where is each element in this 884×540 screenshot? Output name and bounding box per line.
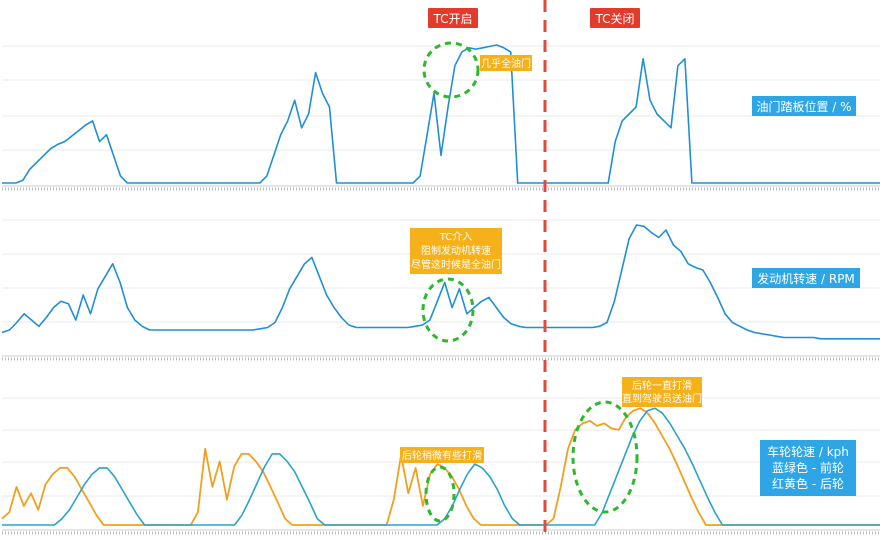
grid-layer <box>2 45 880 535</box>
tc-intervene-note-bg <box>410 228 502 274</box>
throttle-panel-title: 油门踏板位置 / % <box>756 99 851 114</box>
series-layer <box>1 44 880 526</box>
tc-intervene-line2: 阻制发动机转速 <box>421 244 491 257</box>
rear-continuous-slip-line2: 直到驾驶员送油门 <box>622 392 702 405</box>
full-throttle-note-bg <box>480 55 532 71</box>
continuous-slip-highlight-circle <box>571 400 639 514</box>
rear-slip-note: 后轮稍微有些打滑 <box>402 449 482 462</box>
front-wheel-series-line <box>2 407 880 526</box>
rear-slip-note-bg <box>400 447 484 463</box>
rpm-series-line <box>1 224 880 340</box>
rpm-panel-label-bg <box>752 268 860 288</box>
rear-continuous-slip-note-bg <box>622 377 702 407</box>
throttle-highlight-circle <box>422 41 480 99</box>
rear-slip-highlight-circle <box>424 465 456 523</box>
rpm-highlight-circle <box>421 277 475 343</box>
tc-on-label: TC开启 <box>432 12 472 26</box>
throttle-series-line <box>2 44 880 184</box>
tc-intervene-line1: TC介入 <box>439 231 473 243</box>
legend-rear-wheel: 红黄色 - 后轮 <box>772 476 844 491</box>
wheel-panel-label-bg <box>760 440 856 496</box>
full-throttle-note: 几乎全油门 <box>481 57 531 70</box>
wheel-panel-title: 车轮轮速 / kph <box>767 444 849 459</box>
tc-on-label-bg <box>428 8 478 28</box>
tc-intervene-line3: 尽管这时候是全油门 <box>411 258 501 271</box>
throttle-panel-label-bg <box>752 96 856 116</box>
tc-off-label: TC关闭 <box>594 12 634 26</box>
tc-off-label-bg <box>590 8 640 28</box>
rpm-panel-title: 发动机转速 / RPM <box>757 271 855 286</box>
rear-continuous-slip-line1: 后轮一直打滑 <box>632 379 692 392</box>
legend-front-wheel: 蓝绿色 - 前轮 <box>772 460 844 475</box>
